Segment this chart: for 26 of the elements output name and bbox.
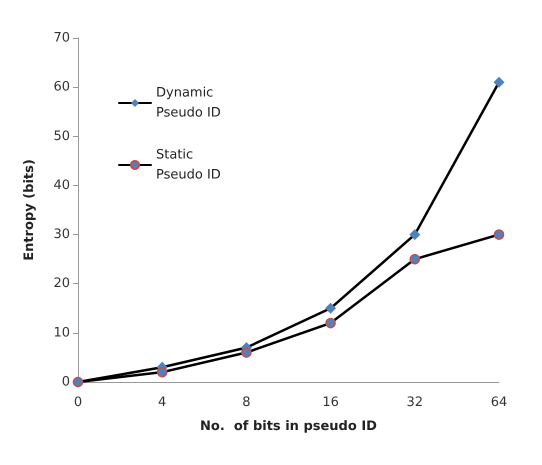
y-tick-label: 50 <box>53 128 70 144</box>
point <box>494 76 504 88</box>
point <box>494 229 504 240</box>
x-tick-label: 4 <box>158 395 166 410</box>
y-tick-label: 60 <box>53 80 70 95</box>
y-tick-label: 70 <box>53 30 70 46</box>
y-tick-label: 10 <box>53 325 70 340</box>
point <box>325 318 336 328</box>
x-axis-title: No. of bits in pseudo ID <box>200 419 378 434</box>
legend-label: Static Pseudo ID <box>156 148 221 182</box>
point <box>325 302 336 314</box>
legend-label: Dynamic Pseudo ID <box>156 86 221 120</box>
x-tick-label: 32 <box>406 395 424 410</box>
y-axis-title: Entropy (bits) <box>22 159 37 261</box>
x-tick-label: 0 <box>74 395 82 410</box>
y-tick-label: 0 <box>62 374 70 390</box>
y-tick-label: 20 <box>53 276 70 292</box>
point <box>409 229 420 240</box>
x-tick-label: 64 <box>490 395 508 410</box>
x-tick-label: 8 <box>242 395 251 410</box>
point <box>241 347 252 358</box>
point <box>156 366 168 378</box>
y-tick-label: 30 <box>53 227 70 242</box>
x-tick-label: 16 <box>322 395 339 410</box>
y-tick-label: 40 <box>53 178 70 193</box>
point <box>410 254 420 264</box>
